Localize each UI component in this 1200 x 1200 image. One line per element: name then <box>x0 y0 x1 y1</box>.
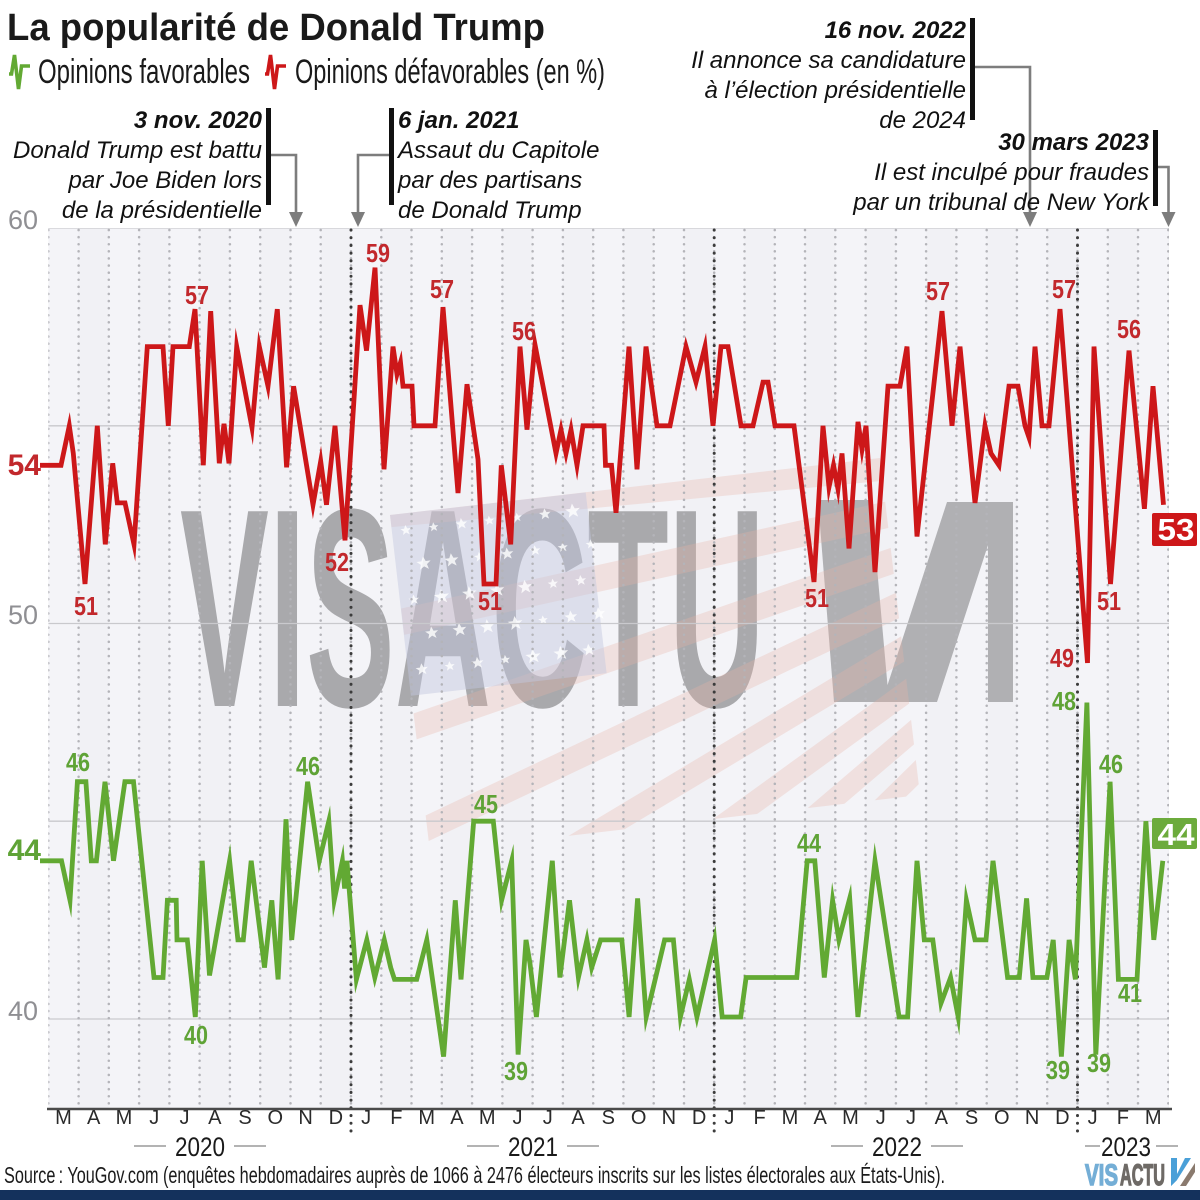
svg-text:O: O <box>994 1107 1010 1129</box>
svg-text:A: A <box>814 1107 828 1129</box>
svg-text:59: 59 <box>366 238 390 268</box>
svg-text:2022: 2022 <box>872 1132 922 1162</box>
svg-text:2023: 2023 <box>1101 1132 1151 1162</box>
svg-text:à l’élection présidentielle: à l’élection présidentielle <box>705 77 967 104</box>
svg-text:41: 41 <box>1118 978 1142 1008</box>
svg-text:45: 45 <box>474 789 498 819</box>
svg-text:de Donald Trump: de Donald Trump <box>398 197 582 224</box>
svg-text:57: 57 <box>430 274 454 304</box>
svg-text:de 2024: de 2024 <box>879 107 966 134</box>
svg-text:par des partisans: par des partisans <box>397 167 582 194</box>
svg-text:50: 50 <box>8 600 38 630</box>
svg-text:57: 57 <box>926 276 950 306</box>
svg-text:S: S <box>238 1107 251 1129</box>
svg-text:M: M <box>782 1107 799 1129</box>
svg-text:40: 40 <box>184 1020 208 1050</box>
svg-text:M: M <box>418 1107 435 1129</box>
svg-text:N: N <box>298 1107 312 1129</box>
svg-text:Source : YouGov.com (enquêtes: Source : YouGov.com (enquêtes hebdomadai… <box>4 1162 945 1188</box>
svg-text:F: F <box>390 1107 402 1129</box>
svg-text:D: D <box>329 1107 343 1129</box>
svg-text:44: 44 <box>1158 817 1196 852</box>
svg-text:J: J <box>513 1107 523 1129</box>
svg-text:57: 57 <box>1052 274 1076 304</box>
svg-text:52: 52 <box>325 547 349 577</box>
svg-text:S: S <box>965 1107 978 1129</box>
svg-text:16 nov. 2022: 16 nov. 2022 <box>825 17 967 44</box>
svg-text:2020: 2020 <box>175 1132 225 1162</box>
svg-text:46: 46 <box>66 747 90 777</box>
svg-text:6 jan. 2021: 6 jan. 2021 <box>398 107 519 134</box>
svg-text:48: 48 <box>1052 686 1076 716</box>
svg-text:D: D <box>692 1107 706 1129</box>
svg-text:A: A <box>208 1107 222 1129</box>
svg-text:46: 46 <box>1099 749 1123 779</box>
svg-text:2021: 2021 <box>508 1132 558 1162</box>
svg-text:39: 39 <box>1046 1055 1070 1085</box>
svg-text:par un tribunal de New York: par un tribunal de New York <box>852 189 1151 216</box>
svg-text:J: J <box>876 1107 886 1129</box>
svg-text:N: N <box>662 1107 676 1129</box>
svg-text:J: J <box>1088 1107 1098 1129</box>
svg-text:F: F <box>1117 1107 1129 1129</box>
svg-text:ACTU: ACTU <box>1120 1159 1165 1192</box>
svg-text:44: 44 <box>8 834 42 867</box>
svg-text:M: M <box>1145 1107 1162 1129</box>
svg-text:J: J <box>149 1107 159 1129</box>
svg-text:D: D <box>1055 1107 1069 1129</box>
svg-text:30 mars 2023: 30 mars 2023 <box>998 129 1149 156</box>
svg-text:A: A <box>87 1107 101 1129</box>
svg-text:60: 60 <box>8 205 38 235</box>
svg-text:56: 56 <box>512 316 536 346</box>
svg-text:J: J <box>724 1107 734 1129</box>
svg-text:51: 51 <box>478 586 502 616</box>
svg-text:A: A <box>935 1107 949 1129</box>
svg-text:Il est inculpé pour fraudes: Il est inculpé pour fraudes <box>874 159 1149 186</box>
svg-text:J: J <box>180 1107 190 1129</box>
svg-text:53: 53 <box>1158 512 1195 547</box>
svg-text:46: 46 <box>296 751 320 781</box>
svg-text:O: O <box>631 1107 647 1129</box>
svg-text:M: M <box>55 1107 72 1129</box>
svg-text:La popularité de Donald Trump: La popularité de Donald Trump <box>7 7 545 49</box>
svg-text:56: 56 <box>1117 314 1141 344</box>
svg-text:51: 51 <box>74 591 98 621</box>
svg-text:Opinions défavorables (en %): Opinions défavorables (en %) <box>295 53 605 91</box>
svg-text:N: N <box>1025 1107 1039 1129</box>
svg-text:VIS: VIS <box>1085 1159 1118 1192</box>
svg-text:de la présidentielle: de la présidentielle <box>62 197 262 224</box>
svg-text:F: F <box>753 1107 765 1129</box>
svg-text:A: A <box>571 1107 585 1129</box>
svg-text:49: 49 <box>1050 643 1074 673</box>
svg-text:51: 51 <box>1097 586 1121 616</box>
svg-text:M: M <box>116 1107 133 1129</box>
svg-text:M: M <box>842 1107 859 1129</box>
svg-text:39: 39 <box>1087 1048 1111 1078</box>
svg-text:J: J <box>543 1107 553 1129</box>
svg-text:J: J <box>361 1107 371 1129</box>
svg-text:40: 40 <box>8 996 38 1026</box>
svg-text:Donald Trump est battu: Donald Trump est battu <box>13 137 262 164</box>
svg-text:39: 39 <box>504 1056 528 1086</box>
svg-text:Opinions favorables: Opinions favorables <box>38 53 250 91</box>
svg-text:A: A <box>450 1107 464 1129</box>
svg-text:Assaut du Capitole: Assaut du Capitole <box>396 137 599 164</box>
svg-text:57: 57 <box>185 280 209 310</box>
svg-text:3 nov. 2020: 3 nov. 2020 <box>134 107 263 134</box>
svg-text:S: S <box>602 1107 615 1129</box>
svg-text:44: 44 <box>797 828 821 858</box>
svg-text:M: M <box>479 1107 496 1129</box>
svg-text:54: 54 <box>8 449 42 482</box>
svg-text:J: J <box>906 1107 916 1129</box>
svg-text:Il annonce sa candidature: Il annonce sa candidature <box>691 47 966 74</box>
svg-text:51: 51 <box>805 583 829 613</box>
svg-text:O: O <box>268 1107 284 1129</box>
svg-text:par Joe Biden lors: par Joe Biden lors <box>68 167 262 194</box>
